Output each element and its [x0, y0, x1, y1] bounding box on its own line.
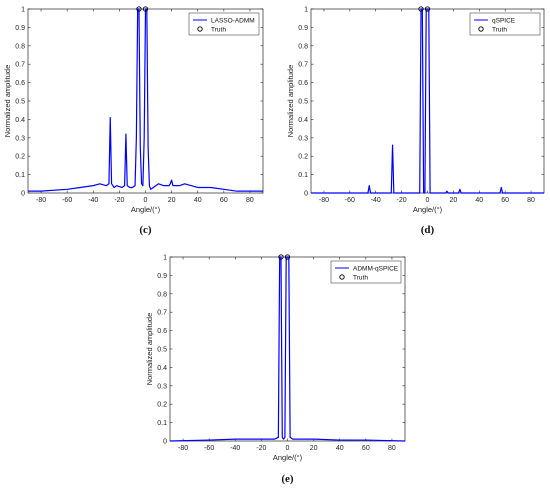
plot-area [169, 256, 406, 442]
x-tick-label: -40 [230, 445, 240, 452]
x-tick-label: 60 [501, 197, 509, 204]
x-tick-label: 0 [286, 445, 290, 452]
x-tick-label: -80 [319, 197, 329, 204]
x-tick-label: 0 [426, 197, 430, 204]
y-tick-label: 0.5 [157, 347, 167, 354]
y-tick-label: 0.2 [15, 154, 25, 161]
x-tick-label: 0 [144, 197, 148, 204]
x-axis-label: Angle/(°) [273, 453, 303, 462]
y-tick-label: 0.1 [298, 172, 308, 179]
y-tick-label: 0.1 [157, 420, 167, 427]
x-tick-label: -40 [88, 197, 98, 204]
y-tick-label: 0.6 [157, 328, 167, 335]
y-tick-label: 0.7 [157, 310, 167, 317]
y-tick-label: 0.2 [298, 154, 308, 161]
y-tick-label: 1 [163, 255, 167, 262]
x-axis-label: Angle/(°) [413, 205, 443, 214]
y-tick-label: 0.5 [15, 99, 25, 106]
legend-box [188, 12, 260, 36]
legend-box [469, 12, 541, 36]
y-tick-label: 0.7 [15, 62, 25, 69]
series-line [169, 256, 406, 442]
y-tick-label: 1 [21, 7, 25, 14]
y-tick-label: 0.3 [157, 383, 167, 390]
x-tick-label: -80 [36, 197, 46, 204]
truth-marker [278, 254, 284, 260]
x-tick-label: -60 [345, 197, 355, 204]
y-tick-label: 0.4 [298, 117, 308, 124]
y-tick-label: 0 [304, 191, 308, 198]
y-axis-label: Normalized amplitude [286, 65, 295, 138]
y-tick-label: 0.9 [15, 25, 25, 32]
legend-label: ADMM-qSPICE [353, 265, 399, 272]
x-tick-label: 20 [168, 197, 176, 204]
y-tick-label: 0.8 [157, 291, 167, 298]
x-tick-label: -20 [397, 197, 407, 204]
y-tick-label: 0 [163, 439, 167, 446]
y-tick-label: 1 [304, 7, 308, 14]
y-tick-label: 0.8 [298, 43, 308, 50]
legend-marker-swatch [339, 274, 345, 280]
chart-panel: -80 -60 -40 -20 0 20 40 60 80 0 0.1 0.2 0.3 0.4 0.5 0.6… [3, 6, 264, 236]
x-tick-label: 20 [310, 445, 318, 452]
y-axis-label: Normalized amplitude [145, 313, 154, 386]
y-tick-label: 0.6 [298, 80, 308, 87]
y-tick-label: 0.1 [15, 172, 25, 179]
legend-box [330, 260, 402, 284]
legend-label: Truth [492, 26, 507, 33]
truth-marker [142, 6, 149, 12]
plot-area [310, 8, 545, 194]
y-tick-label: 0.9 [157, 273, 167, 280]
y-tick-label: 0.2 [157, 402, 167, 409]
series-line [311, 8, 544, 194]
x-tick-label: 80 [527, 197, 535, 204]
truth-marker [424, 6, 431, 12]
y-tick-label: 0.3 [15, 135, 25, 142]
x-tick-label: -20 [114, 197, 124, 204]
panel-caption: (c) [139, 224, 152, 236]
chart-panel: -80 -60 -40 -20 0 20 40 60 80 0 0.1 0.2 0.3 0.4 0.5 0.6… [286, 6, 545, 236]
legend-label: Truth [353, 274, 368, 281]
series-line [28, 8, 263, 192]
chart-panel: -80 -60 -40 -20 0 20 40 60 80 0 0.1 0.2 0.3 0.4 0.5 0.6… [145, 254, 406, 485]
legend-label: Truth [211, 26, 226, 33]
legend-marker-swatch [197, 26, 203, 32]
legend-marker-swatch [478, 26, 484, 32]
y-tick-label: 0.6 [15, 80, 25, 87]
panel-caption: (d) [421, 224, 435, 236]
truth-marker [418, 6, 424, 12]
x-axis-label: Angle/(°) [131, 205, 161, 214]
y-tick-label: 0.7 [298, 62, 308, 69]
x-tick-label: 80 [246, 197, 254, 204]
y-tick-label: 0.9 [298, 25, 308, 32]
x-tick-label: 20 [449, 197, 457, 204]
x-tick-label: -40 [371, 197, 381, 204]
y-tick-label: 0.4 [15, 117, 25, 124]
y-tick-label: 0.3 [298, 135, 308, 142]
x-tick-label: -60 [204, 445, 214, 452]
y-tick-label: 0.5 [298, 99, 308, 106]
y-tick-label: 0.4 [157, 365, 167, 372]
y-tick-label: 0 [21, 191, 25, 198]
x-tick-label: 60 [220, 197, 228, 204]
truth-marker [284, 254, 291, 260]
truth-marker [136, 6, 142, 12]
x-tick-label: -60 [62, 197, 72, 204]
y-tick-label: 0.8 [15, 43, 25, 50]
legend-label: LASSO-ADMM [211, 17, 255, 24]
x-tick-label: 40 [336, 445, 344, 452]
legend-label: qSPICE [492, 17, 516, 24]
x-tick-label: 40 [194, 197, 202, 204]
x-tick-label: 60 [362, 445, 370, 452]
panel-caption: (e) [281, 473, 294, 485]
x-tick-label: -20 [256, 445, 266, 452]
x-tick-label: -80 [178, 445, 188, 452]
x-tick-label: 80 [388, 445, 396, 452]
y-axis-label: Normalized amplitude [3, 65, 12, 138]
x-tick-label: 40 [475, 197, 483, 204]
